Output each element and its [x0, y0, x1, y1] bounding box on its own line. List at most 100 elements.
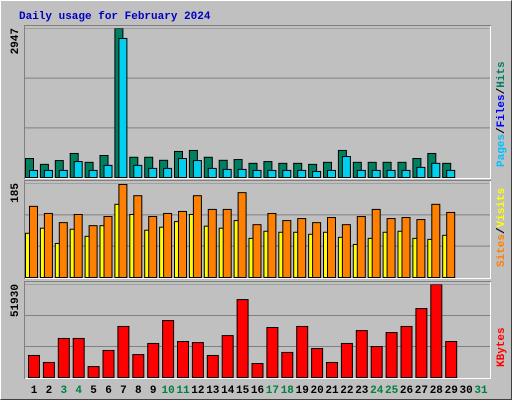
bar — [102, 349, 115, 378]
bar — [178, 210, 187, 279]
bar — [57, 337, 70, 378]
x-tick-label: 31 — [474, 385, 488, 397]
x-tick-label: 1 — [31, 385, 38, 397]
bar — [282, 169, 292, 179]
bar — [416, 166, 426, 178]
x-tick-label: 26 — [400, 385, 413, 397]
bar — [147, 342, 160, 378]
x-tick-label: 19 — [296, 385, 309, 397]
bar — [326, 361, 338, 378]
bar — [163, 167, 173, 178]
bar — [266, 327, 279, 379]
x-tick-label: 9 — [150, 385, 157, 397]
bar — [133, 195, 143, 278]
bar — [297, 169, 307, 179]
bar — [446, 169, 456, 179]
bar — [312, 222, 322, 279]
bar — [431, 203, 441, 278]
bar — [371, 208, 381, 278]
legend-entry: Pages — [496, 134, 508, 167]
bar — [340, 342, 353, 378]
bar — [42, 361, 55, 378]
bar — [370, 346, 383, 379]
legend-entry: / — [496, 127, 508, 134]
bar — [118, 184, 128, 278]
bar — [162, 320, 175, 379]
legend-entry: Hits — [496, 61, 508, 87]
bar — [386, 218, 396, 279]
bar — [341, 156, 351, 178]
bar — [312, 170, 322, 179]
legend: Sites/Visits — [496, 188, 508, 267]
bar — [207, 208, 217, 278]
bar — [87, 366, 100, 379]
bar — [206, 354, 219, 378]
legend-entry: Visits — [496, 188, 508, 228]
x-tick-label: 13 — [206, 385, 220, 397]
legend: Pages/Files/Hits — [496, 61, 508, 167]
x-tick-label: 25 — [385, 385, 399, 397]
bar — [401, 169, 411, 179]
y-tick-label: 185 — [10, 183, 22, 203]
bar — [103, 164, 113, 179]
bar — [73, 161, 83, 179]
legend-entry: Files — [496, 94, 508, 127]
x-tick-label: 22 — [340, 385, 353, 397]
bar — [88, 169, 98, 179]
bar — [237, 168, 247, 178]
bar — [221, 335, 234, 379]
bar — [267, 212, 277, 278]
bar — [371, 169, 381, 179]
bar — [400, 325, 413, 379]
panel-bevel — [25, 26, 491, 179]
bar — [267, 169, 277, 179]
x-tick-label: 30 — [459, 385, 472, 397]
x-tick-label: 12 — [191, 385, 204, 397]
bar — [29, 205, 38, 278]
bar — [148, 167, 158, 178]
bar — [355, 330, 368, 378]
x-tick-label: 4 — [75, 385, 82, 397]
x-tick-label: 27 — [415, 385, 428, 397]
bar — [222, 168, 232, 178]
bar — [236, 299, 249, 378]
x-tick-label: 16 — [251, 385, 264, 397]
y-tick-label: 2947 — [10, 28, 22, 54]
panel-bevel — [25, 181, 491, 279]
bar — [177, 341, 189, 379]
bar — [28, 354, 40, 378]
bar — [132, 354, 145, 379]
bar — [282, 220, 292, 278]
bar — [72, 337, 85, 378]
chart-title: Daily usage for February 2024 — [19, 11, 211, 23]
panel — [24, 25, 491, 179]
x-tick-label: 23 — [355, 385, 369, 397]
bar — [88, 225, 98, 278]
x-tick-label: 24 — [370, 385, 384, 397]
bar — [296, 325, 309, 379]
x-tick-label: 18 — [281, 385, 295, 397]
bar — [386, 169, 396, 179]
panel-bevel — [25, 282, 491, 379]
bar — [237, 192, 247, 279]
bar — [327, 217, 336, 278]
x-tick-label: 2 — [46, 385, 53, 397]
bar — [311, 347, 324, 378]
x-tick-label: 10 — [161, 385, 174, 397]
bar — [297, 218, 307, 279]
bar — [103, 216, 113, 278]
x-tick-label: 3 — [60, 385, 67, 397]
bar — [43, 169, 53, 179]
bar — [192, 195, 202, 278]
legend: KBytes — [496, 327, 508, 367]
bar — [416, 219, 426, 278]
x-tick-label: 14 — [221, 385, 235, 397]
legend-entry: / — [496, 87, 508, 94]
bar — [252, 224, 262, 278]
bar — [73, 213, 83, 279]
bar — [281, 351, 294, 379]
x-tick-label: 21 — [325, 385, 339, 397]
bar — [178, 158, 187, 178]
